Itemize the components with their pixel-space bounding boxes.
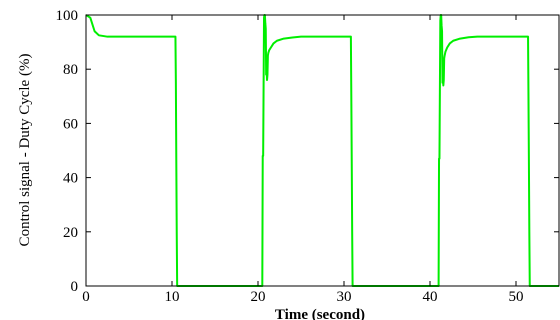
x-tick-label: 50 xyxy=(509,289,524,305)
x-tick-label: 10 xyxy=(165,289,180,305)
plot-frame xyxy=(85,14,560,287)
plot-area xyxy=(85,14,559,287)
y-tick-label: 100 xyxy=(56,8,79,24)
y-tick-label: 80 xyxy=(63,62,78,78)
y-tick-label: 60 xyxy=(63,116,78,132)
x-tick-label: 40 xyxy=(423,289,438,305)
y-tick-label: 20 xyxy=(63,225,78,241)
x-tick-label: 30 xyxy=(337,289,352,305)
x-tick-label: 20 xyxy=(251,289,266,305)
y-axis-title: Control signal - Duty Cycle (%) xyxy=(17,54,33,247)
y-tick-label: 40 xyxy=(63,171,78,187)
x-axis-title: Time (second) xyxy=(275,307,365,320)
series-line-1 xyxy=(85,14,559,287)
y-tick-label: 0 xyxy=(71,279,79,295)
x-tick-label: 0 xyxy=(82,289,90,305)
axes: 0 10 20 30 40 50 0 20 40 60 80 100 xyxy=(56,8,560,305)
